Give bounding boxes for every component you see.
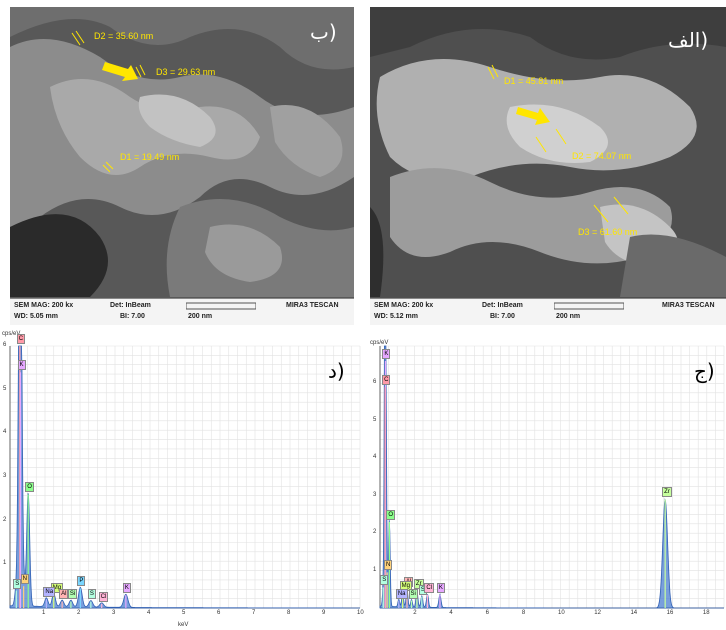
x-tick-label: 18	[702, 610, 710, 616]
x-tick-label: 14	[630, 610, 638, 616]
peak-label: N	[384, 560, 393, 571]
sem-det: Det: InBeam	[482, 302, 523, 309]
x-tick-label: 5	[182, 610, 186, 616]
panel-label-b: (ب	[310, 20, 337, 44]
x-tick-label: 6	[485, 610, 489, 616]
sem-bi: BI: 7.00	[490, 313, 515, 320]
sem-bi: BI: 7.00	[120, 313, 145, 320]
grid	[9, 345, 361, 609]
measurement-d1: D1 = 19.49 nm	[120, 152, 180, 162]
spectrum-series	[379, 345, 724, 609]
sem-micrograph-alef	[370, 7, 726, 325]
y-tick-label: 5	[3, 385, 7, 392]
sem-wd: WD: 5.05 mm	[14, 313, 58, 320]
peak-label: K	[17, 360, 26, 371]
spectrum-series	[9, 345, 360, 609]
sem-info-bar: SEM MAG: 200 kx Det: InBeam WD: 5.12 mm …	[370, 298, 726, 325]
measurement-d3: D3 = 29.63 nm	[156, 67, 216, 77]
eds-chart-dal	[9, 345, 361, 609]
peak-label: K	[436, 582, 445, 593]
y-tick-label: 5	[373, 416, 377, 423]
x-tick-label: 2	[77, 610, 81, 616]
x-axis-unit: keV	[178, 622, 189, 628]
panel-label-dal: (د	[328, 359, 345, 383]
sem-image-b: D2 = 35.60 nm D3 = 29.63 nm D1 = 19.49 n…	[10, 7, 354, 325]
x-tick-label: 8	[287, 610, 291, 616]
measurement-d2: D2 = 35.60 nm	[94, 31, 154, 41]
sem-scale-label: 200 nm	[188, 313, 213, 320]
y-tick-label: 1	[373, 566, 377, 573]
x-tick-label: 12	[594, 610, 601, 616]
x-tick-label: 3	[112, 610, 116, 616]
sem-micrograph-b	[10, 7, 354, 325]
peak-label: Zr	[413, 579, 424, 590]
peak-label: N	[20, 574, 29, 585]
x-tick-label: 10	[558, 610, 565, 616]
x-tick-label: 6	[217, 610, 221, 616]
x-tick-label: 2	[413, 610, 417, 616]
panel-label-alef: (الف	[668, 28, 709, 52]
y-axis-unit: cps/eV	[2, 331, 21, 337]
measurement-d2: D2 = 74.07 nm	[572, 151, 632, 161]
sem-mag: SEM MAG: 200 kx	[374, 302, 434, 309]
sem-scale-bar	[186, 302, 256, 310]
y-tick-label: 6	[373, 379, 377, 386]
sem-wd: WD: 5.12 mm	[374, 313, 418, 320]
peak-label: S	[13, 578, 22, 589]
sem-image-alef: D1 = 45.81 nm D2 = 74.07 nm D3 = 61.60 n…	[370, 7, 726, 325]
peak-label: O	[25, 482, 34, 493]
y-tick-label: 3	[373, 491, 377, 498]
peak-label: Cl	[424, 582, 435, 593]
grid	[379, 345, 725, 609]
sem-det: Det: InBeam	[110, 302, 151, 309]
y-tick-label: 1	[3, 560, 7, 567]
sem-mag: SEM MAG: 200 kx	[14, 302, 74, 309]
x-tick-label: 4	[449, 610, 453, 616]
y-tick-label: 4	[3, 429, 7, 436]
peak-label: Na	[43, 587, 56, 598]
peak-label: K	[382, 348, 391, 359]
sem-brand: MIRA3 TESCAN	[662, 302, 715, 309]
y-axis-unit: cps/eV	[370, 340, 389, 346]
y-tick-label: 2	[3, 516, 7, 523]
peak-label: Si	[67, 589, 78, 600]
peak-label: P	[77, 576, 86, 587]
eds-spectrum-dal: cps/eV keV (د 1 2 3 4 5 6 7 8 9 10 1 2 3 4 5 6 C K O N S Mg Na…	[0, 330, 366, 630]
measurement-d1: D1 = 45.81 nm	[504, 76, 564, 86]
peak-label: C	[16, 334, 26, 344]
sem-scale-bar	[554, 302, 624, 310]
sem-scale-label: 200 nm	[556, 313, 581, 320]
y-tick-label: 2	[373, 529, 377, 536]
x-tick-label: 10	[357, 610, 364, 616]
peak-label: C	[382, 375, 391, 386]
eds-spectrum-jim: cps/eV (ج 24681012141618123456KCONSAlMgZ…	[368, 330, 726, 630]
sem-info-bar: SEM MAG: 200 kx Det: InBeam WD: 5.05 mm …	[10, 298, 354, 325]
peak-label: Cl	[98, 591, 109, 602]
peak-label: Zr	[662, 487, 672, 498]
peak-label: O	[386, 509, 396, 520]
peak-label: Si	[408, 588, 418, 599]
peak-label: S	[380, 575, 389, 586]
y-tick-label: 6	[3, 342, 7, 348]
x-tick-label: 16	[666, 610, 674, 616]
x-tick-label: 1	[42, 610, 46, 616]
x-tick-label: 8	[521, 610, 526, 616]
peak-label: Na	[395, 588, 408, 599]
x-tick-label: 4	[147, 610, 151, 616]
eds-chart-jim	[379, 345, 725, 609]
panel-label-jim: (ج	[694, 359, 715, 383]
x-tick-label: 7	[252, 610, 256, 616]
peak-label: S	[87, 589, 96, 600]
y-tick-label: 3	[3, 473, 7, 479]
x-tick-label: 9	[322, 610, 326, 616]
y-tick-label: 4	[373, 454, 377, 461]
sem-brand: MIRA3 TESCAN	[286, 302, 339, 309]
peak-label: K	[122, 582, 131, 593]
measurement-d3: D3 = 61.60 nm	[578, 227, 638, 237]
